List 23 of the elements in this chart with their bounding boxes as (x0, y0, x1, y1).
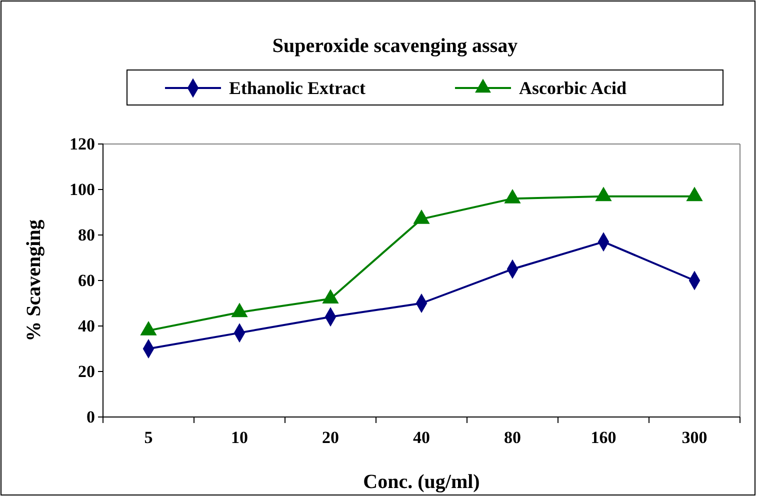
y-axis-title: % Scavenging (23, 220, 45, 342)
x-tick-label: 40 (413, 428, 430, 448)
x-tick-label: 160 (590, 428, 616, 448)
y-tick-label: 40 (78, 316, 95, 336)
point (595, 186, 612, 202)
y-tick-label: 0 (86, 407, 95, 426)
y-tick-label: 100 (70, 180, 95, 199)
y-tick-label: 60 (78, 270, 95, 290)
legend-label: Ascorbic Acid (519, 78, 626, 98)
point (413, 209, 430, 224)
x-tick-label: 300 (682, 428, 708, 448)
x-tick-label: 5 (144, 428, 153, 448)
x-tick-label: 80 (504, 428, 521, 448)
y-tick-label: 80 (78, 225, 95, 244)
x-axis-title: Conc. (ug/ml) (363, 471, 480, 493)
y-tick-label: 20 (78, 362, 95, 381)
point (686, 186, 703, 202)
y-tick-label: 120 (70, 134, 95, 154)
legend-label: Ethanolic Extract (229, 78, 366, 98)
chart-title: Superoxide scavenging assay (272, 35, 518, 57)
point (504, 188, 521, 204)
x-tick-label: 10 (231, 428, 248, 448)
x-tick-label: 20 (322, 428, 339, 448)
